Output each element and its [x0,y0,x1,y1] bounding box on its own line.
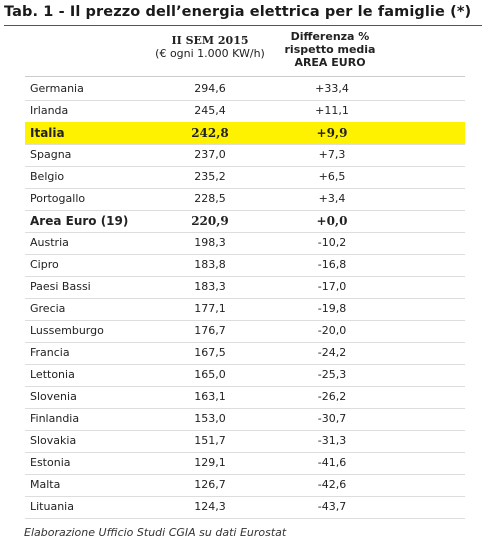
price: 235,2 [194,170,226,183]
difference: -42,6 [317,478,347,491]
title: Tab. 1 - Il prezzo dell’energia elettric… [4,4,472,20]
table-row: Germania 294,6 +33,4 [25,78,465,101]
price: 153,0 [194,412,226,425]
difference: -31,3 [317,434,347,447]
table-row: Slovakia 151,7 -31,3 [25,430,465,453]
country: Estonia [30,456,71,469]
difference: +0,0 [316,214,348,228]
header-value: II SEM 2015 (€ ogni 1.000 KW/h) [145,34,275,60]
price: 126,7 [194,478,226,491]
country: Finlandia [30,412,80,425]
difference: -24,2 [317,346,347,359]
table-row: Slovenia 163,1 -26,2 [25,386,465,409]
difference: -26,2 [317,390,347,403]
country: Austria [30,236,69,249]
difference: -43,7 [317,500,347,513]
country: Lituania [30,500,74,513]
table-row: Lussemburgo 176,7 -20,0 [25,320,465,343]
difference: -20,0 [317,324,347,337]
table-row: Area Euro (19) 220,9 +0,0 [25,210,465,233]
country: Italia [30,126,65,140]
country: Francia [30,346,70,359]
header-line: II SEM 2015 [171,34,249,47]
country: Grecia [30,302,66,315]
price: 294,6 [194,82,226,95]
country: Lettonia [30,368,75,381]
difference: +11,1 [315,104,349,117]
price: 165,0 [194,368,226,381]
price: 124,3 [194,500,226,513]
footnote: Elaborazione Ufficio Studi CGIA su dati … [24,526,287,539]
difference: +33,4 [315,82,349,95]
difference: -10,2 [317,236,347,249]
price: 167,5 [194,346,226,359]
country: Spagna [30,148,72,161]
country: Cipro [30,258,59,271]
table-row: Paesi Bassi 183,3 -17,0 [25,276,465,299]
country: Belgio [30,170,65,183]
price: 220,9 [191,214,229,228]
difference: +6,5 [318,170,346,183]
header-line: AREA EURO [294,56,366,69]
country: Irlanda [30,104,69,117]
table-row: Lituania 124,3 -43,7 [25,496,465,519]
table-row: Francia 167,5 -24,2 [25,342,465,365]
difference: -17,0 [317,280,347,293]
price: 242,8 [191,126,229,140]
difference: -16,8 [317,258,347,271]
price: 129,1 [194,456,226,469]
country: Area Euro (19) [30,214,129,228]
country: Lussemburgo [30,324,104,337]
country: Slovenia [30,390,77,403]
header-line: rispetto media [284,43,376,56]
table-row: Grecia 177,1 -19,8 [25,298,465,321]
price: 228,5 [194,192,226,205]
header-line: Differenza % [290,30,370,43]
difference: -30,7 [317,412,347,425]
difference: -41,6 [317,456,347,469]
price: 183,8 [194,258,226,271]
header-line: (€ ogni 1.000 KW/h) [155,47,265,60]
difference: -19,8 [317,302,347,315]
country: Malta [30,478,61,491]
table-row: Irlanda 245,4 +11,1 [25,100,465,123]
price: 163,1 [194,390,226,403]
table-row: Malta 126,7 -42,6 [25,474,465,497]
table-row: Cipro 183,8 -16,8 [25,254,465,277]
price: 151,7 [194,434,226,447]
difference: +9,9 [316,126,348,140]
header-diff: Differenza % rispetto media AREA EURO [270,30,390,69]
table-row: Estonia 129,1 -41,6 [25,452,465,475]
country: Paesi Bassi [30,280,91,293]
difference: +7,3 [318,148,346,161]
title-rule [4,25,482,26]
difference: -25,3 [317,368,347,381]
country: Portogallo [30,192,86,205]
price: 176,7 [194,324,226,337]
country: Slovakia [30,434,77,447]
header-rule [25,76,465,77]
table-row: Belgio 235,2 +6,5 [25,166,465,189]
table-row: Finlandia 153,0 -30,7 [25,408,465,431]
country: Germania [30,82,84,95]
difference: +3,4 [318,192,346,205]
price: 177,1 [194,302,226,315]
table-row: Spagna 237,0 +7,3 [25,144,465,167]
table-row: Italia 242,8 +9,9 [25,122,465,145]
table-row: Lettonia 165,0 -25,3 [25,364,465,387]
table-row: Austria 198,3 -10,2 [25,232,465,255]
price: 198,3 [194,236,226,249]
price: 245,4 [194,104,226,117]
price: 237,0 [194,148,226,161]
price: 183,3 [194,280,226,293]
table-row: Portogallo 228,5 +3,4 [25,188,465,211]
